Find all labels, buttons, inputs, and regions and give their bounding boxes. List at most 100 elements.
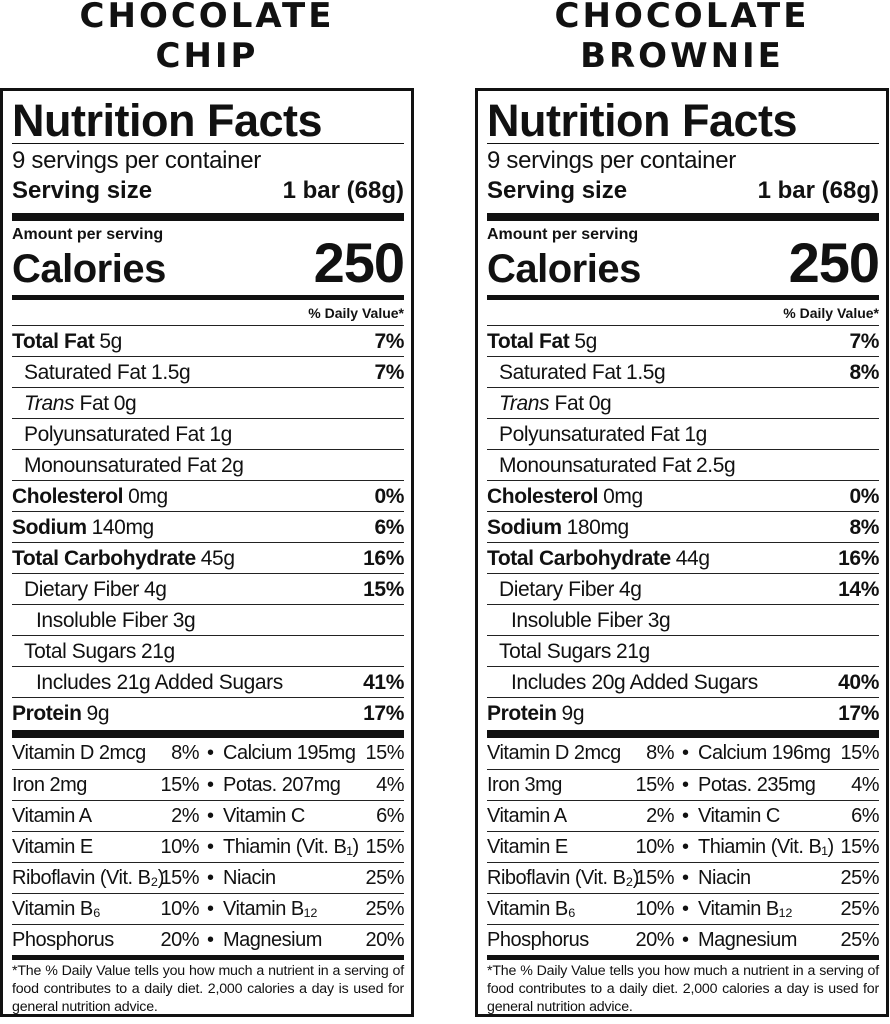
serving-size-label: Serving size — [487, 177, 628, 204]
nutrient-dv: 16% — [363, 547, 404, 570]
amount-per-serving: Amount per serving — [487, 226, 639, 243]
nutrient-name: Sodium — [487, 516, 562, 539]
bullet: • — [682, 774, 689, 796]
nutrient-row: Monounsaturated Fat 2.5g — [487, 449, 879, 480]
vitamin-row: Phosphorus 20% • Magnesium 20% — [12, 924, 404, 955]
vitamin-dv: 15% — [840, 742, 879, 764]
nutrient-row: Dietary Fiber 4g 15% — [12, 573, 404, 604]
vitamin-row: Vitamin A 2% • Vitamin C 6% — [487, 800, 879, 831]
vitamin-dv: 10% — [635, 836, 674, 858]
nutrient-label: Total Fat 5g — [12, 330, 122, 353]
nutrient-name: Total Carbohydrate — [487, 547, 671, 570]
nutrient-name: Protein — [12, 702, 82, 725]
nutrient-label: Cholesterol 0mg — [487, 485, 643, 508]
vitamin-row: Iron 3mg 15% • Potas. 235mg 4% — [487, 769, 879, 800]
nutrient-row: Monounsaturated Fat 2g — [12, 449, 404, 480]
nutrient-name: Dietary Fiber — [24, 578, 139, 601]
italic-word: Trans — [499, 392, 550, 415]
nutrient-name: Includes 20g Added Sugars — [511, 671, 758, 694]
nutrient-name: Monounsaturated Fat — [24, 454, 217, 477]
nutrient-row: Protein 9g 17% — [487, 697, 879, 728]
vitamin-name: Thiamin (Vit. B₁) — [223, 836, 359, 858]
nutrient-label: Trans Fat 0g — [499, 392, 612, 415]
nutrient-amount: 2g — [221, 454, 244, 477]
vitamin-dv: 20% — [635, 929, 674, 951]
bullet: • — [207, 836, 214, 858]
nutrient-amount: 3g — [647, 609, 671, 632]
bullet: • — [682, 929, 689, 951]
nutrient-label: Total Sugars 21g — [499, 640, 650, 663]
nutrient-amount: 1.5g — [151, 361, 191, 384]
vitamin-dv: 25% — [840, 867, 879, 889]
vitamin-name: Riboflavin (Vit. B₂) — [12, 867, 164, 889]
thick-bar — [12, 730, 404, 738]
nutrient-amount: 1g — [209, 423, 232, 446]
nutrient-amount: 180mg — [566, 516, 630, 539]
nutrient-row: Polyunsaturated Fat 1g — [12, 418, 404, 449]
nutrient-dv: 7% — [374, 361, 404, 384]
nutrient-amount: 0g — [588, 392, 612, 415]
nutrient-name: Sodium — [12, 516, 87, 539]
nutrient-dv: 40% — [838, 671, 879, 694]
nutrient-amount: 5g — [574, 330, 597, 353]
nutrient-name: Protein — [487, 702, 557, 725]
vitamin-dv: 20% — [160, 929, 199, 951]
serving-size-label: Serving size — [12, 177, 153, 204]
nutrient-amount: 1.5g — [626, 361, 666, 384]
vitamin-name: Magnesium — [223, 929, 322, 951]
vitamin-row: Vitamin D 2mcg 8% • Calcium 196mg 15% — [487, 738, 879, 768]
nutrient-label: Total Fat 5g — [487, 330, 597, 353]
bullet: • — [682, 805, 689, 827]
nutrient-dv: 17% — [363, 702, 404, 725]
nutrient-row: Trans Fat 0g — [487, 387, 879, 418]
nutrient-amount: 9g — [86, 702, 110, 725]
vitamin-row: Riboflavin (Vit. B₂) 15% • Niacin 25% — [487, 862, 879, 893]
nutrient-amount: 0mg — [603, 485, 643, 508]
vitamin-dv: 25% — [365, 867, 404, 889]
vitamin-dv: 4% — [376, 774, 404, 796]
vitamin-dv: 15% — [840, 836, 879, 858]
calories-label: Calories — [12, 247, 166, 291]
vitamin-dv: 8% — [171, 742, 199, 764]
vitamin-name: Vitamin A — [487, 805, 567, 827]
bullet: • — [207, 867, 214, 889]
nutrient-row: Total Carbohydrate 44g 16% — [487, 542, 879, 573]
vitamin-name: Vitamin E — [487, 836, 568, 858]
nutrient-name: Polyunsaturated Fat — [24, 423, 205, 446]
nutrient-dv: 16% — [838, 547, 879, 570]
vitamin-name: Magnesium — [698, 929, 797, 951]
vitamin-row: Vitamin D 2mcg 8% • Calcium 195mg 15% — [12, 738, 404, 768]
nutrient-label: Includes 21g Added Sugars — [36, 671, 283, 694]
nutrient-row: Saturated Fat 1.5g 8% — [487, 356, 879, 387]
nutrient-label: Protein 9g — [12, 702, 110, 725]
nutrient-dv: 15% — [363, 578, 404, 601]
nutrient-label: Includes 20g Added Sugars — [511, 671, 758, 694]
nutrient-label: Polyunsaturated Fat 1g — [499, 423, 707, 446]
nutrient-name: Trans Fat — [499, 392, 584, 415]
nutrient-dv: 8% — [849, 361, 879, 384]
vitamin-name: Phosphorus — [12, 929, 114, 951]
vitamin-name: Calcium 195mg — [223, 742, 356, 764]
bullet: • — [682, 742, 689, 764]
nutrient-dv: 7% — [374, 330, 404, 353]
nutrient-name: Includes 21g Added Sugars — [36, 671, 283, 694]
vitamin-name: Vitamin E — [12, 836, 93, 858]
vitamin-dv: 25% — [365, 898, 404, 920]
nutrient-label: Insoluble Fiber 3g — [36, 609, 196, 632]
nutrient-amount: 5g — [99, 330, 122, 353]
nutrient-label: Protein 9g — [487, 702, 585, 725]
vitamin-dv: 20% — [365, 929, 404, 951]
nutrient-dv: 6% — [374, 516, 404, 539]
nutrient-label: Polyunsaturated Fat 1g — [24, 423, 232, 446]
nutrient-row: Total Sugars 21g — [487, 635, 879, 666]
vitamin-dv: 8% — [646, 742, 674, 764]
nutrient-row: Total Fat 5g 7% — [12, 325, 404, 356]
nutrient-row: Includes 21g Added Sugars 41% — [12, 666, 404, 697]
nutrient-amount: 21g — [615, 640, 650, 663]
nutrient-name: Total Fat — [12, 330, 95, 353]
nutrient-row: Includes 20g Added Sugars 40% — [487, 666, 879, 697]
bullet: • — [682, 867, 689, 889]
nutrient-name: Total Sugars — [24, 640, 136, 663]
nutrient-row: Trans Fat 0g — [12, 387, 404, 418]
bullet: • — [682, 898, 689, 920]
